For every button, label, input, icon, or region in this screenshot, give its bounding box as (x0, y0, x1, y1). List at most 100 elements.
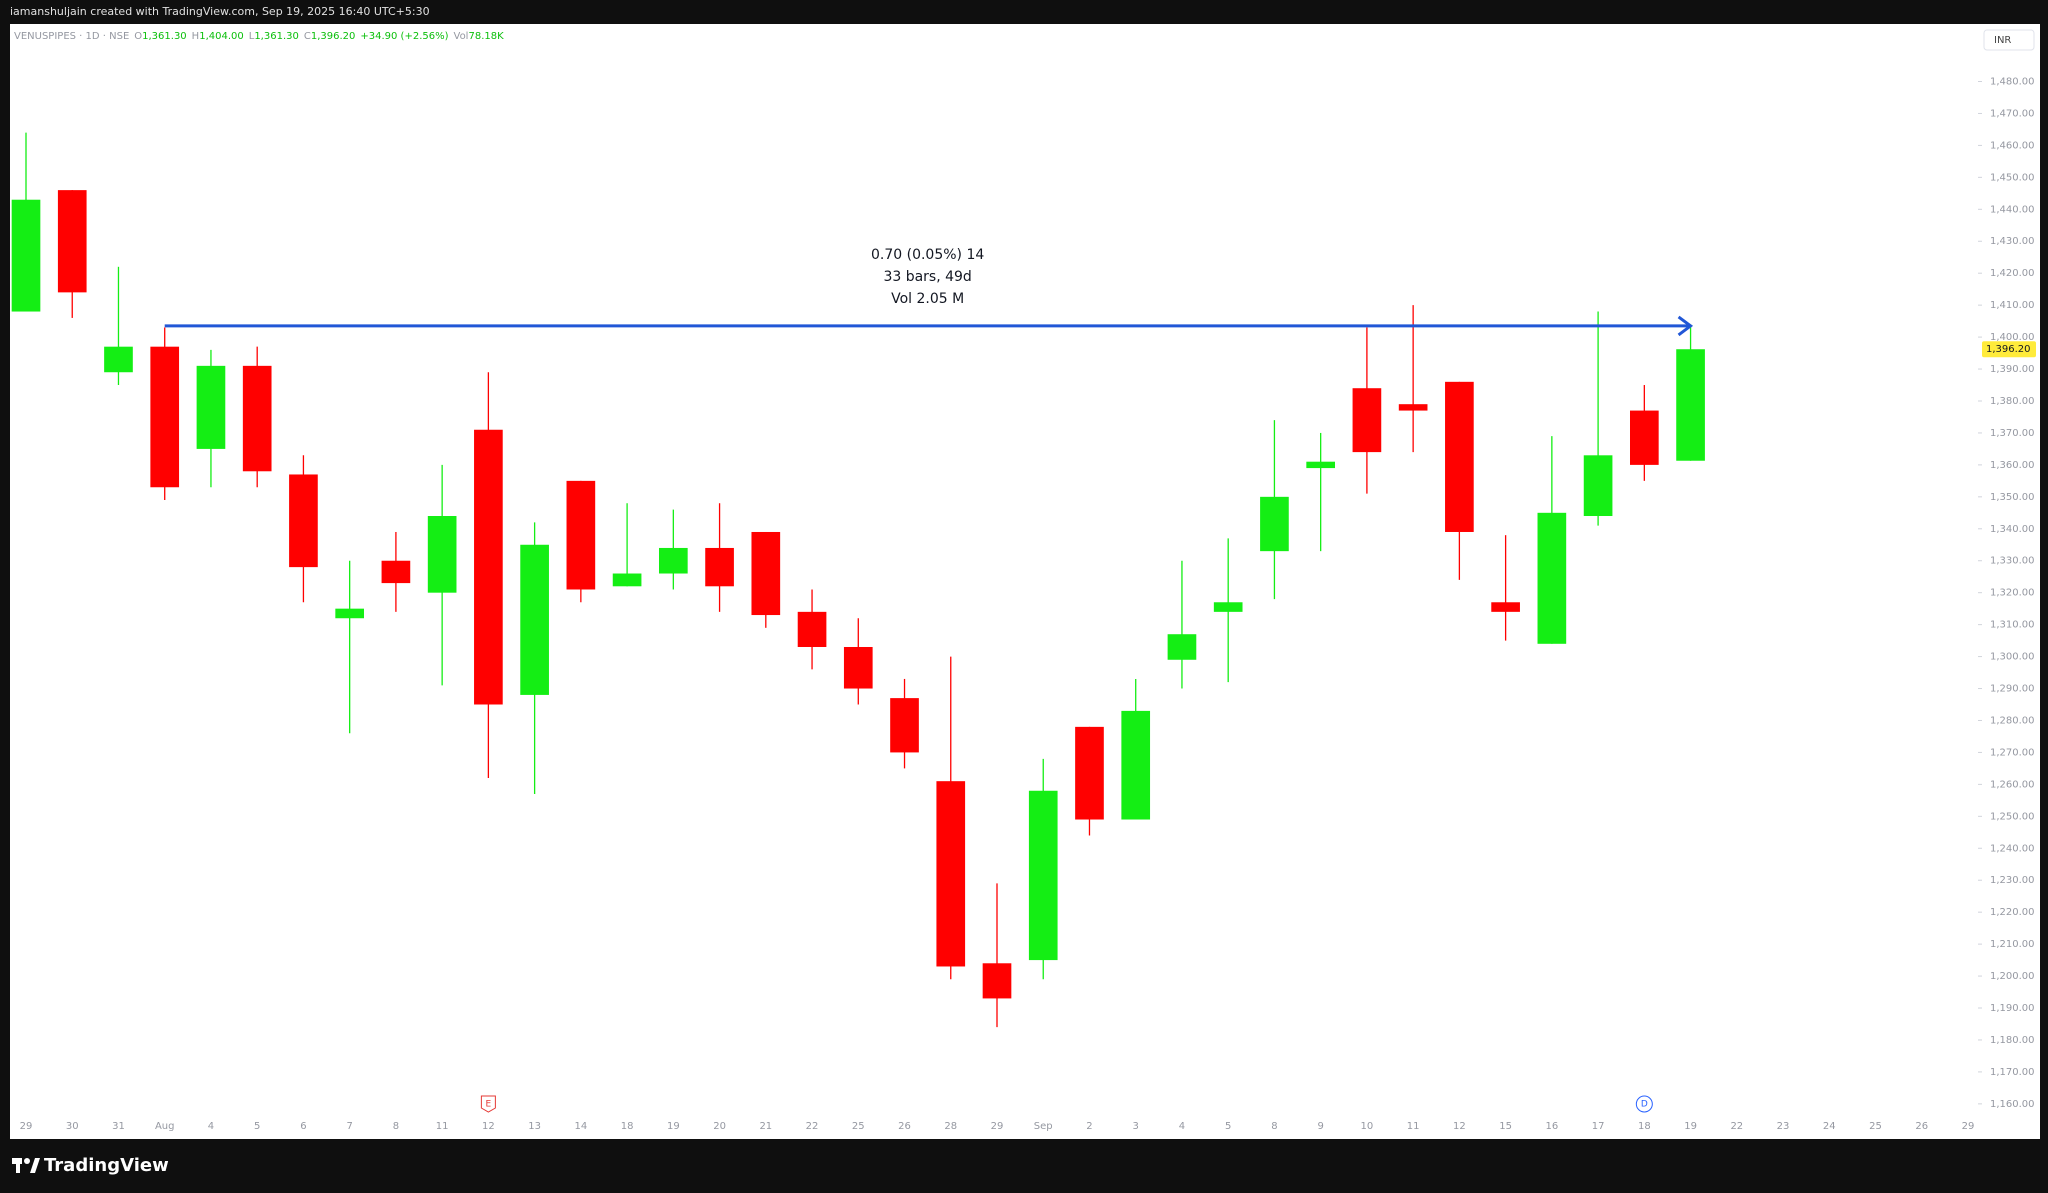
x-tick-label: 24 (1823, 1121, 1836, 1132)
candle-body (1028, 790, 1058, 961)
y-tick-label: 1,290.00 (1990, 684, 2035, 695)
x-tick-label: 21 (759, 1121, 772, 1132)
candle-body (427, 516, 457, 593)
y-tick-label: 1,310.00 (1990, 620, 2035, 631)
y-tick-label: 1,400.00 (1990, 332, 2035, 343)
y-tick-label: 1,230.00 (1990, 875, 2035, 886)
y-tick-label: 1,370.00 (1990, 428, 2035, 439)
x-tick-label: 5 (254, 1121, 260, 1132)
candle-body (11, 199, 41, 312)
y-tick-label: 1,160.00 (1990, 1099, 2035, 1110)
y-tick-label: 1,360.00 (1990, 460, 2035, 471)
x-tick-label: 11 (1407, 1121, 1420, 1132)
x-tick-label: 12 (482, 1121, 495, 1132)
x-tick-label: 29 (1962, 1121, 1975, 1132)
ohlc-value: 1,361.30 (142, 31, 187, 42)
x-tick-label: 31 (112, 1121, 125, 1132)
measure-label: 33 bars, 49d (883, 269, 971, 285)
y-tick-label: 1,300.00 (1990, 652, 2035, 663)
candle-body (474, 429, 503, 705)
x-tick-label: 19 (1684, 1121, 1697, 1132)
candle-body (612, 573, 642, 587)
x-tick-label: 8 (393, 1121, 399, 1132)
chart-background (10, 24, 2040, 1139)
candle-body (936, 781, 966, 967)
event-badge (1635, 1095, 1653, 1113)
y-tick-label: 1,460.00 (1990, 140, 2035, 151)
candle-body (381, 560, 411, 584)
x-tick-label: 8 (1271, 1121, 1277, 1132)
x-tick-label: 23 (1777, 1121, 1790, 1132)
x-tick-label: 19 (667, 1121, 680, 1132)
candle-body (1629, 410, 1659, 465)
x-tick-label: 28 (944, 1121, 957, 1132)
event-label: E (486, 1100, 492, 1110)
x-tick-label: 18 (621, 1121, 634, 1132)
logo: TradingView (12, 1155, 169, 1176)
candle-body (1121, 710, 1151, 820)
x-tick-label: 5 (1225, 1121, 1231, 1132)
y-tick-label: 1,280.00 (1990, 715, 2035, 726)
y-tick-label: 1,320.00 (1990, 588, 2035, 599)
y-tick-label: 1,410.00 (1990, 300, 2035, 311)
header: iamanshuljain created with TradingView.c… (10, 5, 430, 18)
candle-body (57, 190, 87, 293)
arrow-head (1677, 315, 1694, 337)
x-tick-label: 6 (300, 1121, 306, 1132)
candle-body (242, 365, 272, 472)
volume-key: Vol (454, 31, 469, 42)
x-tick-label: 14 (574, 1121, 587, 1132)
candle-body (843, 646, 873, 689)
event-label: D (1641, 1100, 1648, 1110)
x-tick-label: 29 (20, 1121, 33, 1132)
ohlc-key: L (249, 31, 255, 42)
x-tick-label: 25 (1869, 1121, 1882, 1132)
candle-body (1075, 726, 1104, 820)
x-tick-label: Sep (1034, 1121, 1053, 1132)
x-tick-label: 17 (1592, 1121, 1605, 1132)
currency-box (1983, 29, 2035, 51)
candle-body (196, 365, 226, 449)
y-tick-label: 1,170.00 (1990, 1067, 2035, 1078)
x-tick-label: 22 (806, 1121, 819, 1132)
candle-body (797, 611, 827, 647)
volume: 78.18K (468, 31, 504, 42)
x-tick-label: 26 (1915, 1121, 1928, 1132)
y-tick-label: 1,190.00 (1990, 1003, 2035, 1014)
y-tick-label: 1,220.00 (1990, 907, 2035, 918)
x-tick-label: 20 (713, 1121, 726, 1132)
x-tick-label: 11 (436, 1121, 449, 1132)
currency: INR (1994, 35, 2011, 46)
candle-body (1491, 602, 1520, 612)
candle-body (982, 963, 1012, 999)
x-tick-label: 10 (1361, 1121, 1374, 1132)
candle-body (1167, 634, 1197, 660)
y-tick-label: 1,420.00 (1990, 268, 2035, 279)
y-tick-label: 1,250.00 (1990, 811, 2035, 822)
x-tick-label: 29 (991, 1121, 1004, 1132)
candle-body (751, 531, 781, 616)
change: +34.90 (+2.56%) (360, 31, 448, 42)
y-tick-label: 1,270.00 (1990, 747, 2035, 758)
ohlc-key: O (134, 31, 142, 42)
candle-body (1213, 602, 1243, 612)
ohlc-key: C (304, 31, 311, 42)
x-tick-label: 12 (1453, 1121, 1466, 1132)
x-tick-label: 4 (1179, 1121, 1185, 1132)
candle-body (289, 474, 318, 568)
event-badge (480, 1095, 496, 1113)
logo-mark (30, 1158, 40, 1173)
y-tick-label: 1,210.00 (1990, 939, 2035, 950)
y-tick-label: 1,340.00 (1990, 524, 2035, 535)
x-tick-label: 30 (66, 1121, 79, 1132)
y-tick-label: 1,180.00 (1990, 1035, 2035, 1046)
candle-body (1398, 404, 1428, 411)
y-tick-label: 1,200.00 (1990, 971, 2035, 982)
y-tick-label: 1,450.00 (1990, 172, 2035, 183)
ohlc-key: H (192, 31, 200, 42)
candle-body (1352, 388, 1382, 453)
candle-body (1583, 455, 1613, 517)
x-tick-label: 3 (1133, 1121, 1139, 1132)
price-badge (1982, 341, 2036, 358)
x-tick-label: 4 (208, 1121, 214, 1132)
